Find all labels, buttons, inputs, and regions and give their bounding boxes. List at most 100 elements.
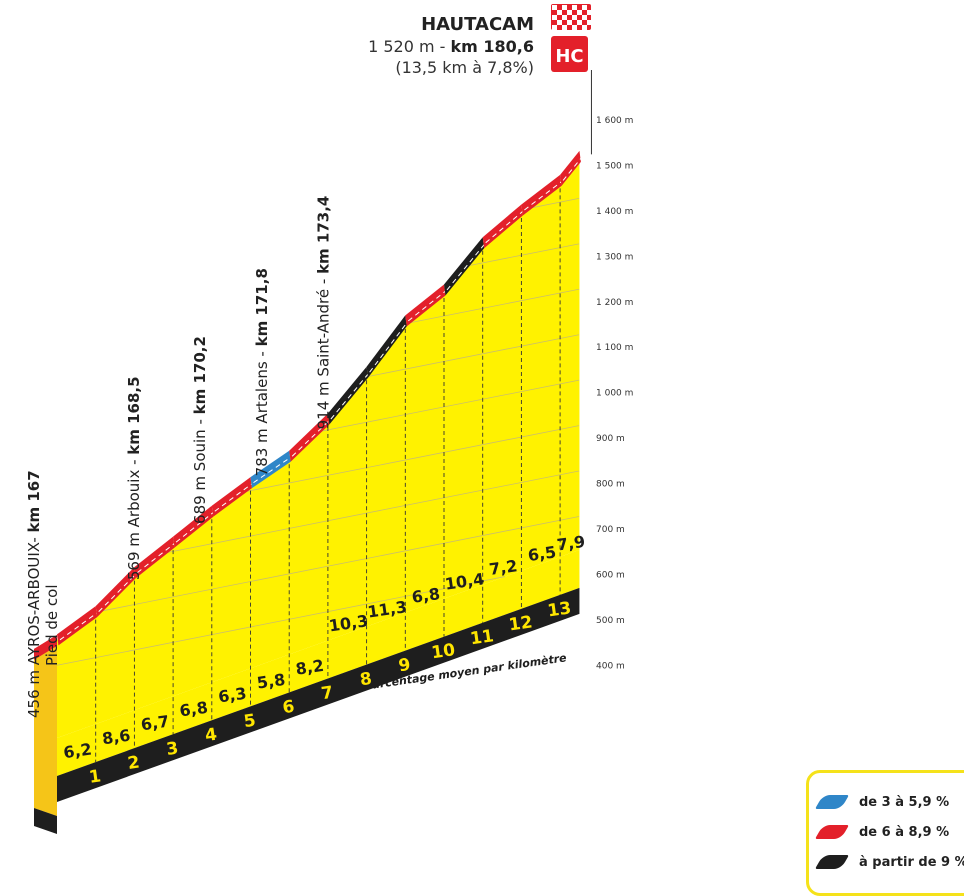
profile-front-base	[34, 808, 57, 834]
altitude-tick-label: 500 m	[596, 616, 625, 626]
legend-label: à partir de 9 %	[859, 854, 964, 870]
gridline	[407, 288, 580, 324]
gradient-label: 8,6	[101, 726, 132, 749]
gradient-strip	[57, 549, 580, 776]
gradient-label: 7,2	[488, 556, 519, 579]
summit-detail: (13,5 km à 7,8%)	[395, 58, 534, 77]
gridline	[164, 470, 580, 554]
gradient-label: 5,8	[256, 670, 287, 693]
ribbon-segment-red	[57, 606, 98, 646]
ribbon-segment-red	[482, 204, 523, 249]
gridline	[99, 516, 580, 612]
altitude-tick-label: 900 m	[596, 434, 625, 444]
flag-square	[572, 5, 577, 10]
km-label: 3	[165, 739, 180, 760]
waypoint-name: 914 m Saint-André -	[315, 274, 333, 429]
gradient-ribbon	[34, 150, 583, 660]
flag-square	[582, 5, 587, 10]
waypoint-km: km 170,2	[191, 336, 209, 414]
waypoint-km: km 167	[25, 470, 43, 532]
gradient-label: 6,2	[62, 739, 93, 762]
gridline	[56, 576, 506, 666]
legend-swatch-red	[814, 825, 850, 839]
flag-square	[582, 15, 587, 20]
summit-altitude: 1 520 m -	[368, 37, 451, 56]
category-badge	[551, 36, 588, 72]
profile-gridlines	[56, 188, 580, 763]
waypoint-label: 569 m Arbouix - km 168,5	[125, 376, 143, 580]
km-label: 13	[546, 598, 572, 621]
flag-square	[552, 5, 557, 10]
ribbon-dash	[446, 242, 487, 291]
summit-name: HAUTACAM	[421, 14, 534, 35]
summit-altitude-km: 1 520 m - km 180,6	[250, 37, 534, 56]
ribbon-cap	[34, 634, 57, 660]
flag-square	[557, 10, 562, 15]
gradient-legend: de 3 à 5,9 % de 6 à 8,9 % à partir de 9 …	[806, 770, 964, 896]
gradient-label: 6,8	[178, 698, 209, 721]
km-label: 8	[359, 669, 374, 690]
gridline	[366, 334, 580, 378]
altitude-tick-label: 1 200 m	[596, 298, 633, 308]
ribbon-segment-red	[521, 174, 562, 216]
flag-square	[567, 20, 572, 25]
flag-square	[562, 5, 567, 10]
flag-square	[552, 25, 557, 30]
ribbon-segment-blue	[250, 450, 291, 489]
checkered-flag-icon	[551, 4, 592, 30]
ribbon-dash	[369, 320, 409, 373]
altitude-tick-label: 700 m	[596, 525, 625, 535]
km-label: 6	[281, 697, 296, 718]
flag-square	[582, 25, 587, 30]
ribbon-dash	[253, 455, 293, 484]
profile-fill	[57, 156, 580, 739]
altitude-tick-label: 1 100 m	[596, 343, 633, 353]
km-label: 10	[430, 640, 456, 663]
legend-swatch-blue	[814, 795, 850, 809]
flag-square	[572, 25, 577, 30]
summit-marker: HC	[551, 4, 592, 155]
profile-front-face	[34, 639, 57, 816]
km-label: 4	[204, 725, 219, 746]
summit-km: km 180,6	[450, 37, 535, 56]
km-label: 7	[320, 683, 335, 704]
gridline	[243, 425, 580, 493]
ribbon-dash	[330, 371, 370, 420]
waypoint-label: 783 m Artalens - km 171,8	[253, 268, 271, 476]
km-label: 5	[243, 711, 258, 732]
ribbon-dash	[98, 572, 138, 613]
ribbon-dash	[214, 482, 254, 512]
waypoint-label: 689 m Souin - km 170,2	[191, 336, 209, 524]
category-badge-label: HC	[555, 46, 583, 67]
waypoint-label: 914 m Saint-André - km 173,4	[315, 196, 333, 430]
altitude-tick-label: 1 300 m	[596, 252, 633, 262]
flag-square	[557, 20, 562, 25]
km-label: 11	[469, 626, 495, 649]
gridline	[528, 198, 580, 209]
altitude-tick-label: 1 000 m	[596, 389, 633, 399]
km-band	[57, 587, 580, 802]
waypoint-sub-label: Pied de col	[43, 584, 61, 666]
waypoint-name: 569 m Arbouix -	[125, 455, 143, 580]
waypoint-name: 689 m Souin -	[191, 414, 209, 524]
km-label: 9	[397, 655, 412, 676]
altitude-tick-label: 1 400 m	[596, 207, 633, 217]
flag-square	[552, 15, 557, 20]
profile-base	[34, 639, 57, 834]
gradient-label: 6,5	[527, 542, 558, 565]
waypoint-km: km 173,4	[315, 196, 333, 274]
altitude-tick-label: 1 500 m	[596, 161, 633, 171]
legend-swatch-black	[814, 855, 850, 869]
ribbon-dash	[59, 611, 99, 641]
km-label: 1	[88, 766, 103, 787]
ribbon-segment-red	[134, 536, 175, 579]
flag-square	[587, 20, 592, 25]
ribbon-segment-red	[211, 477, 252, 517]
flag-square	[577, 20, 582, 25]
legend-label: de 3 à 5,9 %	[859, 794, 950, 810]
altitude-tick-label: 800 m	[596, 480, 625, 490]
flag-square	[587, 10, 592, 15]
gradient-label: 7,9	[556, 532, 587, 555]
flag-square	[577, 10, 582, 15]
